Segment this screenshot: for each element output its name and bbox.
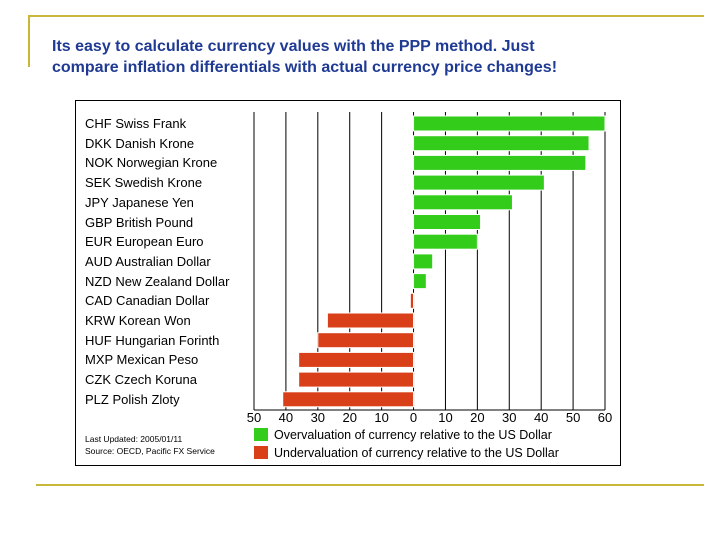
last-updated-note: Last Updated: 2005/01/11 xyxy=(85,434,183,444)
x-tick-label: 60 xyxy=(597,410,613,425)
slide-title-line-2: compare inflation differentials with act… xyxy=(52,59,558,76)
x-tick-label: 50 xyxy=(565,410,581,425)
bar-jpy xyxy=(413,194,513,211)
source-note: Source: OECD, Pacific FX Service xyxy=(85,446,215,456)
x-tick-label: 20 xyxy=(342,410,357,425)
bar-sek xyxy=(413,174,545,191)
category-label: GBP British Pound xyxy=(85,214,194,230)
ppp-bar-chart xyxy=(253,112,606,411)
bar-mxp xyxy=(298,351,415,368)
category-label: CAD Canadian Dollar xyxy=(85,293,210,309)
category-label: AUD Australian Dollar xyxy=(85,253,211,269)
category-label: EUR European Euro xyxy=(85,234,204,250)
legend-label-overvaluation: Overvaluation of currency relative to th… xyxy=(274,427,552,442)
bar-chf xyxy=(413,115,606,132)
legend-label-undervaluation: Undervaluation of currency relative to t… xyxy=(274,445,559,460)
accent-rule-vertical xyxy=(28,15,30,67)
bar-nzd xyxy=(413,273,427,290)
legend-item-overvaluation: Overvaluation of currency relative to th… xyxy=(254,427,552,442)
category-label: PLZ Polish Zloty xyxy=(85,391,180,407)
x-tick-label: 20 xyxy=(470,410,485,425)
category-label: NOK Norwegian Krone xyxy=(85,155,218,171)
accent-rule-top xyxy=(28,15,704,17)
slide-title-line-1: Its easy to calculate currency values wi… xyxy=(52,38,535,55)
category-label: KRW Korean Won xyxy=(85,313,191,328)
category-label: JPY Japanese Yen xyxy=(85,194,194,210)
x-tick-label: 40 xyxy=(278,410,294,425)
slide-title: Its easy to calculate currency values wi… xyxy=(52,36,692,78)
category-label: DKK Danish Krone xyxy=(85,135,195,151)
category-label: CHF Swiss Frank xyxy=(85,116,187,131)
x-tick-label: 10 xyxy=(438,410,453,425)
bar-gbp xyxy=(413,214,482,230)
x-tick-label: 50 xyxy=(246,410,262,425)
bar-nok xyxy=(413,154,587,171)
category-label: SEK Swedish Krone xyxy=(85,175,203,191)
x-tick-label: 30 xyxy=(310,410,326,425)
bar-dkk xyxy=(413,135,590,152)
legend-swatch-green xyxy=(254,428,268,441)
bar-plz xyxy=(282,391,415,408)
x-tick-label: 30 xyxy=(502,410,517,425)
x-tick-label: 0 xyxy=(409,410,418,425)
category-label: MXP Mexican Peso xyxy=(85,352,199,368)
bar-krw xyxy=(326,312,415,329)
category-label: CZK Czech Koruna xyxy=(85,372,197,388)
accent-rule-bottom xyxy=(36,484,704,486)
legend-swatch-red xyxy=(254,446,268,459)
legend-item-undervaluation: Undervaluation of currency relative to t… xyxy=(254,445,559,460)
category-label: HUF Hungarian Forinth xyxy=(85,332,220,348)
bar-huf xyxy=(317,332,415,349)
x-tick-label: 40 xyxy=(533,410,549,425)
category-label: NZD New Zealand Dollar xyxy=(85,273,230,289)
bar-aud xyxy=(413,253,434,270)
bar-eur xyxy=(413,233,478,250)
x-tick-label: 10 xyxy=(374,410,389,425)
bar-czk xyxy=(298,371,415,388)
bar-cad xyxy=(409,292,415,309)
